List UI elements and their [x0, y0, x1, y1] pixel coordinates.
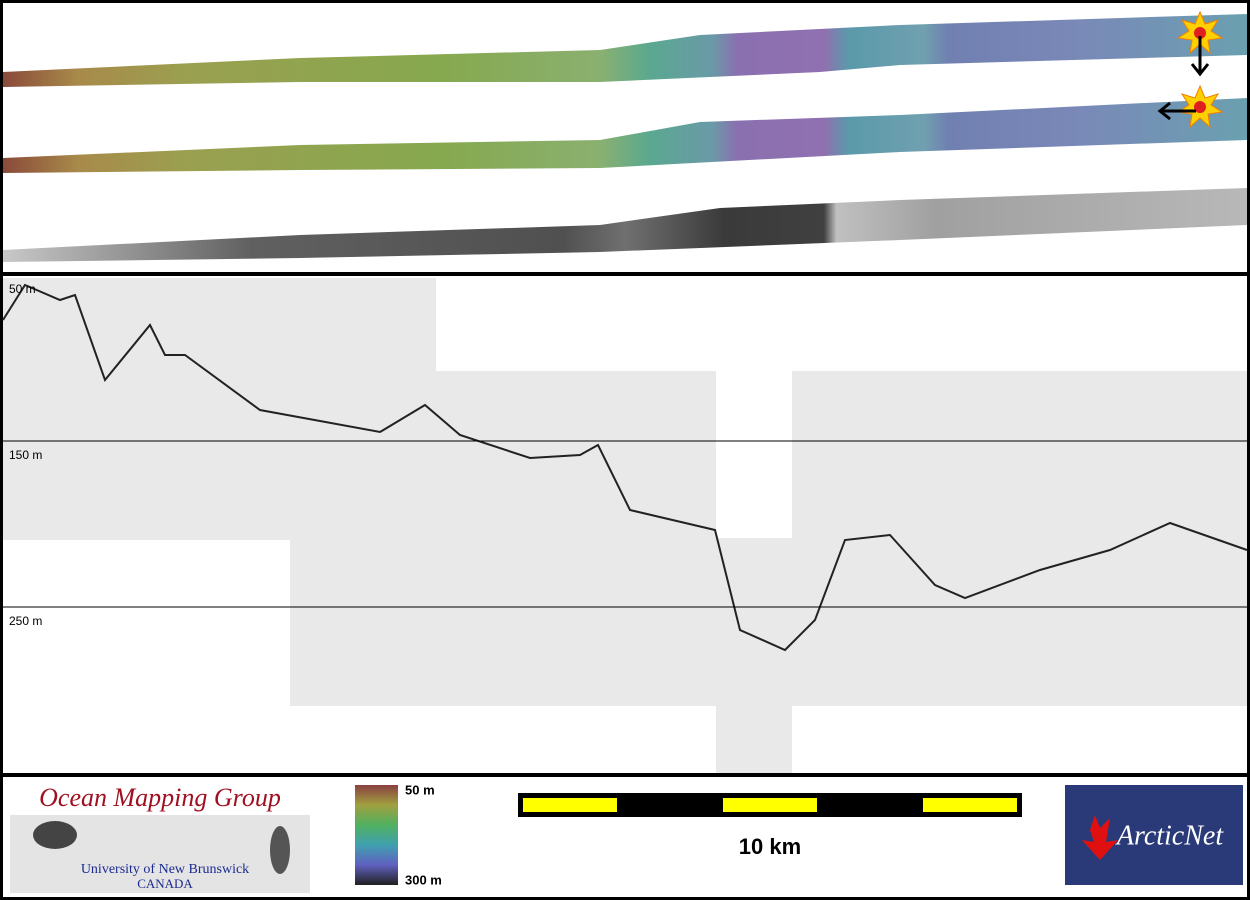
markers — [1157, 10, 1224, 129]
depth-label: 250 m — [9, 614, 42, 628]
swath — [3, 14, 1247, 87]
scale-label: 10 km — [739, 834, 801, 859]
partner-name: ArcticNet — [1115, 820, 1224, 851]
depth-label: 150 m — [9, 448, 42, 462]
logo-title: Ocean Mapping Group — [39, 783, 281, 812]
scale-segment — [723, 798, 817, 812]
seabed — [2, 283, 1248, 652]
colorbar-label: 300 m — [405, 872, 442, 887]
scale-segment — [923, 798, 1017, 812]
swath — [3, 98, 1247, 173]
logo-country: CANADA — [137, 876, 193, 891]
scale-segment — [523, 798, 617, 812]
colorbar — [355, 785, 398, 885]
depth-label: 50 m — [9, 282, 36, 296]
logo-subtitle: University of New Brunswick — [81, 862, 249, 877]
swath — [3, 188, 1247, 262]
echogram — [3, 278, 1247, 773]
colorbar-label: 50 m — [405, 782, 435, 797]
